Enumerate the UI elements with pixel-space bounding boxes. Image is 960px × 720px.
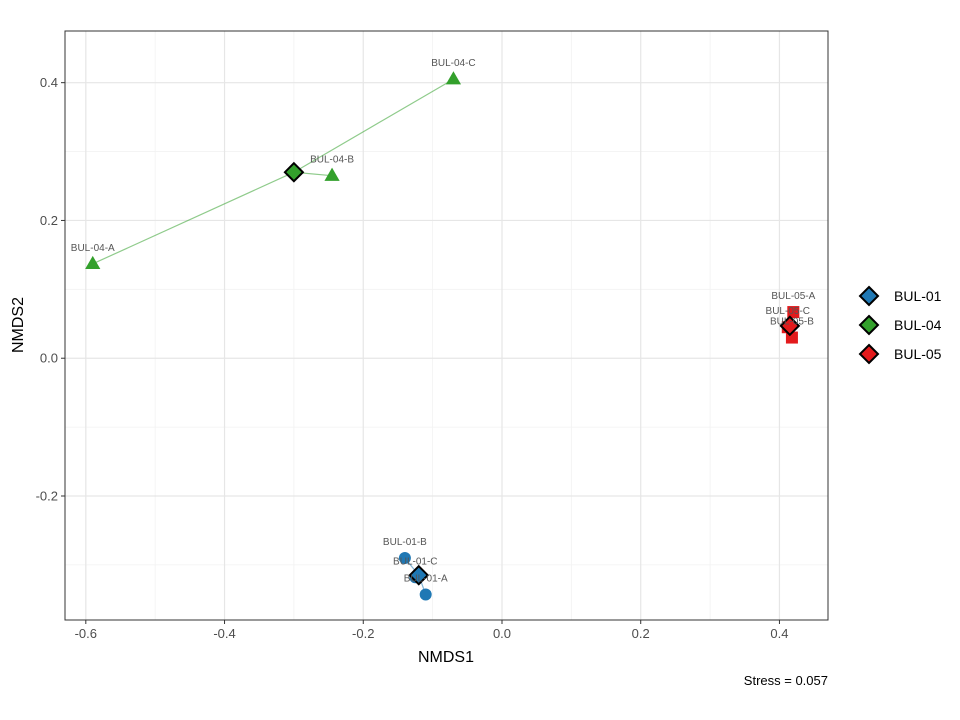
point-label: BUL-04-C xyxy=(431,58,475,69)
axes: -0.6 -0.4 -0.2 0.0 0.2 0.4 -0.2 0.0 0.2 0.4 xyxy=(36,75,789,641)
legend-label: BUL-01 xyxy=(894,288,942,304)
y-tick-label: 0.2 xyxy=(40,213,58,228)
point-label: BUL-05-B xyxy=(770,317,814,328)
point-label: BUL-05-C xyxy=(766,306,810,317)
bul-04-b-point xyxy=(324,167,340,181)
legend-key-bul-05 xyxy=(858,343,880,365)
legend-key-bul-01 xyxy=(858,285,880,307)
x-axis-title: NMDS1 xyxy=(418,649,474,666)
y-axis-title: NMDS2 xyxy=(10,297,27,353)
y-tick-label: 0.0 xyxy=(40,351,58,366)
y-tick-label: -0.2 xyxy=(36,489,58,504)
point-label: BUL-01-B xyxy=(383,537,427,548)
bul-04-centroid xyxy=(283,161,305,183)
bul-04-spider-line xyxy=(293,78,454,173)
stress-caption: Stress = 0.057 xyxy=(744,673,828,688)
x-tick-label: -0.2 xyxy=(352,626,374,641)
point-label: BUL-05-A xyxy=(771,291,815,302)
point-labels: BUL-01-A BUL-01-B BUL-01-C BUL-04-A BUL-04-B… xyxy=(71,58,816,584)
plot-border xyxy=(64,30,829,621)
point-label: BUL-01-C xyxy=(393,556,437,567)
bul-01-centroid xyxy=(408,564,430,586)
bul-01-a-point xyxy=(419,588,432,601)
x-tick-label: -0.4 xyxy=(213,626,235,641)
centroids xyxy=(283,161,801,586)
bul-01-b-point xyxy=(398,552,411,564)
grid xyxy=(65,31,828,620)
x-tick-label: 0.4 xyxy=(770,626,788,641)
point-label: BUL-01-A xyxy=(404,574,448,585)
plot-panel xyxy=(65,31,828,620)
y-tick-label: 0.4 xyxy=(40,75,58,90)
bul-04-c-point xyxy=(445,71,462,85)
legend-label: BUL-05 xyxy=(894,346,942,362)
x-tick-label: 0.2 xyxy=(632,626,650,641)
bul-05-centroid xyxy=(779,315,801,337)
bul-05-a-point xyxy=(787,306,800,319)
legend: BUL-01 BUL-04 BUL-05 xyxy=(858,285,942,365)
x-tick-label: -0.6 xyxy=(75,626,97,641)
point-label: BUL-04-B xyxy=(310,155,354,166)
legend-label: BUL-04 xyxy=(894,317,942,333)
point-label: BUL-04-A xyxy=(71,243,115,254)
legend-key-bul-04 xyxy=(858,314,880,336)
bul-04-a-point xyxy=(85,255,101,270)
x-tick-label: 0.0 xyxy=(493,626,511,641)
bul-04-spider-line xyxy=(92,171,295,265)
